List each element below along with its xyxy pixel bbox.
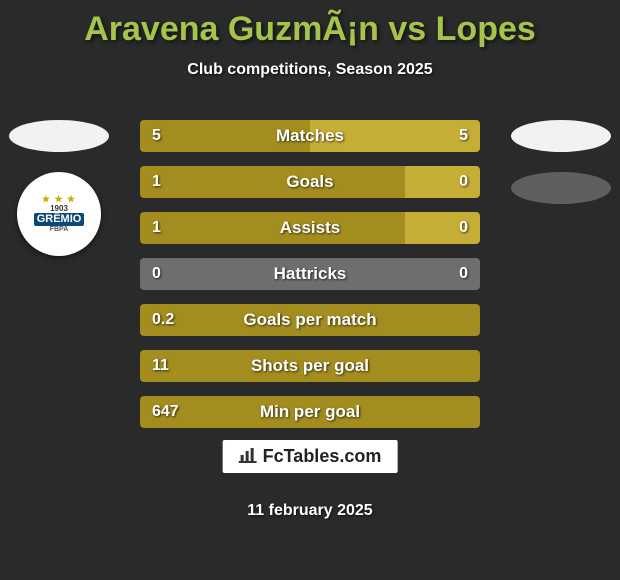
stat-row: 11Shots per goal xyxy=(140,350,480,382)
comparison-subtitle: Club competitions, Season 2025 xyxy=(0,61,620,79)
stat-right-value: 0 xyxy=(459,265,468,283)
stats-bars: 55Matches10Goals10Assists00Hattricks0.2G… xyxy=(140,120,480,428)
badge-name: GRÊMIO xyxy=(34,213,85,225)
stat-row: 10Goals xyxy=(140,166,480,198)
source-credit: FcTables.com xyxy=(223,440,398,473)
stat-left-value: 647 xyxy=(152,403,179,421)
stat-row: 00Hattricks xyxy=(140,258,480,290)
stat-row: 55Matches xyxy=(140,120,480,152)
left-flag-icon xyxy=(9,120,109,152)
stat-row: 0.2Goals per match xyxy=(140,304,480,336)
stat-left-value: 0 xyxy=(152,265,161,283)
stat-right-value: 0 xyxy=(459,219,468,237)
report-date: 11 february 2025 xyxy=(0,502,620,520)
stat-row: 10Assists xyxy=(140,212,480,244)
right-flag-icon xyxy=(511,120,611,152)
right-player-column xyxy=(506,120,616,204)
comparison-title: Aravena GuzmÃ¡n vs Lopes xyxy=(0,0,620,49)
stat-left-value: 1 xyxy=(152,219,161,237)
stat-right-value: 0 xyxy=(459,173,468,191)
stat-left-value: 1 xyxy=(152,173,161,191)
stat-right-value: 5 xyxy=(459,127,468,145)
right-club-badge xyxy=(511,172,611,204)
stat-left-value: 0.2 xyxy=(152,311,174,329)
source-text: FcTables.com xyxy=(263,446,382,467)
stat-left-value: 11 xyxy=(152,357,169,375)
left-player-column: ★ ★ ★ 1903 GRÊMIO FBPA xyxy=(4,120,114,256)
stat-row: 647Min per goal xyxy=(140,396,480,428)
chart-icon xyxy=(239,447,257,468)
left-club-badge: ★ ★ ★ 1903 GRÊMIO FBPA xyxy=(17,172,101,256)
stat-left-value: 5 xyxy=(152,127,161,145)
